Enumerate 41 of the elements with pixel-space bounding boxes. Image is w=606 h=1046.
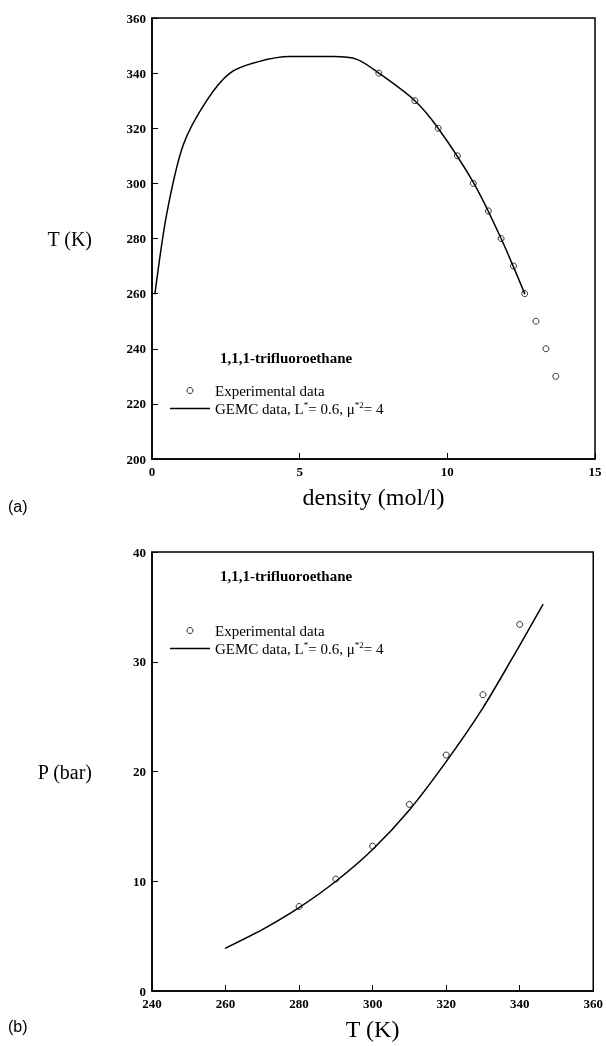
y-axis-title: P (bar) — [37, 760, 92, 784]
y-tick-label: 280 — [126, 231, 146, 246]
y-tick-label: 360 — [126, 10, 146, 26]
x-tick-label: 300 — [362, 996, 383, 1011]
x-axis-title: density (mol/l) — [302, 484, 445, 510]
x-tick-label: 10 — [440, 464, 454, 479]
x-tick-label: 280 — [289, 996, 309, 1011]
y-tick-label: 320 — [126, 120, 146, 136]
y-tick-label: 260 — [126, 286, 146, 302]
point — [405, 800, 413, 808]
annotation: 1,1,1-trifluoroethane — [220, 349, 353, 366]
x-tick-label: 360 — [583, 996, 603, 1011]
y-axis-title: T (K) — [47, 227, 92, 251]
x-tick-label: 260 — [215, 996, 236, 1011]
y-tick-label: 40 — [133, 544, 146, 560]
y-tick-label: 10 — [133, 873, 146, 889]
y-tick-label: 30 — [133, 654, 146, 670]
y-tick-label: 220 — [126, 396, 146, 412]
point — [479, 691, 487, 699]
legend-label: Experimental data — [215, 622, 325, 639]
text: (a) — [8, 497, 28, 515]
y-tick-label: 300 — [126, 175, 146, 191]
y-tick-label: 200 — [126, 451, 146, 467]
annotation: 1,1,1-trifluoroethane — [220, 567, 353, 584]
x-tick-label: 15 — [588, 464, 602, 479]
point — [442, 751, 450, 759]
x-axis-title: T (K) — [345, 1016, 400, 1042]
y-tick-label: 240 — [126, 341, 146, 357]
legend-label: Experimental data — [215, 382, 325, 399]
y-tick-label: 20 — [133, 764, 146, 779]
y-tick-label: 340 — [126, 65, 146, 81]
y-tick-label: 0 — [139, 983, 146, 999]
point — [516, 620, 524, 628]
x-tick-label: 5 — [296, 464, 304, 479]
point — [532, 317, 540, 325]
x-tick-label: 0 — [148, 464, 156, 479]
x-tick-label: 340 — [509, 996, 530, 1011]
x-tick-label: 320 — [436, 996, 456, 1011]
point — [552, 372, 560, 380]
text: (b) — [8, 1017, 28, 1035]
point — [542, 345, 550, 353]
